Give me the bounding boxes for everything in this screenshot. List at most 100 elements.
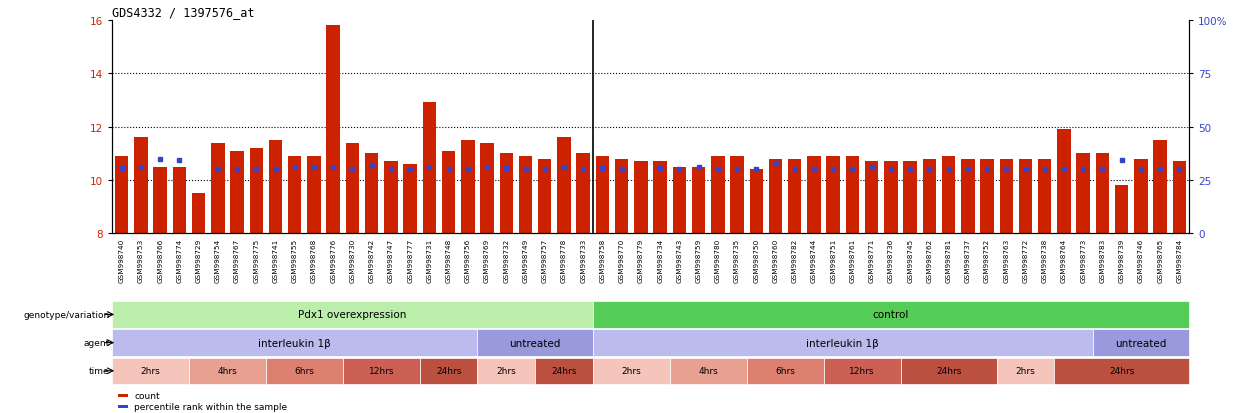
Bar (692, 167, 706, 234)
Bar (477, 330, 593, 356)
Text: GDS4332 / 1397576_at: GDS4332 / 1397576_at (112, 6, 254, 19)
Bar (538, 159, 552, 234)
Bar (1038, 159, 1052, 234)
Bar (189, 358, 266, 384)
Bar (461, 140, 474, 234)
Text: 4hrs: 4hrs (218, 366, 238, 375)
Text: 2hrs: 2hrs (141, 366, 161, 375)
Bar (212, 143, 224, 234)
Bar (615, 159, 629, 234)
Bar (904, 162, 916, 234)
Bar (365, 154, 378, 234)
Bar (118, 394, 128, 397)
Text: Pdx1 overexpression: Pdx1 overexpression (299, 310, 407, 320)
Text: 2hrs: 2hrs (1016, 366, 1036, 375)
Bar (747, 358, 824, 384)
Text: 2hrs: 2hrs (621, 366, 641, 375)
Text: 12hrs: 12hrs (849, 366, 875, 375)
Bar (749, 170, 763, 234)
Bar (824, 358, 900, 384)
Text: 24hrs: 24hrs (936, 366, 961, 375)
Bar (118, 405, 128, 408)
Bar (266, 358, 342, 384)
Bar (269, 140, 283, 234)
Bar (499, 154, 513, 234)
Text: count: count (134, 391, 161, 400)
Bar (1055, 358, 1189, 384)
Bar (519, 157, 533, 234)
Text: untreated: untreated (509, 338, 560, 348)
Bar (385, 162, 397, 234)
Bar (558, 138, 570, 234)
Text: 6hrs: 6hrs (294, 366, 314, 375)
Bar (112, 358, 189, 384)
Bar (403, 164, 417, 234)
Bar (634, 162, 647, 234)
Bar (1093, 330, 1189, 356)
Bar (1173, 162, 1186, 234)
Bar (173, 167, 186, 234)
Text: interleukin 1β: interleukin 1β (259, 338, 331, 348)
Bar (654, 162, 667, 234)
Bar (672, 167, 686, 234)
Text: control: control (873, 310, 909, 320)
Bar (112, 301, 593, 328)
Bar (230, 151, 244, 234)
Bar (535, 358, 593, 384)
Bar (711, 157, 725, 234)
Text: untreated: untreated (1116, 338, 1167, 348)
Bar (308, 157, 321, 234)
Bar (807, 157, 820, 234)
Text: 6hrs: 6hrs (776, 366, 796, 375)
Bar (481, 143, 494, 234)
Text: 24hrs: 24hrs (552, 366, 576, 375)
Bar (900, 358, 997, 384)
Bar (326, 26, 340, 234)
Bar (942, 157, 955, 234)
Bar (442, 151, 456, 234)
Bar (593, 301, 1189, 328)
Bar (192, 194, 205, 234)
Bar (670, 358, 747, 384)
Bar (980, 159, 994, 234)
Bar (346, 143, 359, 234)
Bar (923, 159, 936, 234)
Bar (884, 162, 898, 234)
Bar (249, 149, 263, 234)
Bar (1077, 154, 1089, 234)
Bar (477, 358, 535, 384)
Bar (731, 157, 743, 234)
Bar (288, 157, 301, 234)
Bar (593, 330, 1093, 356)
Bar (593, 358, 670, 384)
Text: percentile rank within the sample: percentile rank within the sample (134, 402, 288, 411)
Bar (422, 103, 436, 234)
Bar (865, 162, 879, 234)
Bar (997, 358, 1055, 384)
Bar (961, 159, 975, 234)
Bar (1134, 159, 1148, 234)
Bar (595, 157, 609, 234)
Bar (1116, 186, 1128, 234)
Bar (1018, 159, 1032, 234)
Bar (420, 358, 477, 384)
Text: time: time (88, 366, 110, 375)
Bar (1096, 154, 1109, 234)
Text: 4hrs: 4hrs (698, 366, 718, 375)
Bar (576, 154, 590, 234)
Bar (112, 330, 477, 356)
Text: agent: agent (83, 338, 110, 347)
Bar (115, 157, 128, 234)
Bar (1000, 159, 1013, 234)
Bar (788, 159, 802, 234)
Bar (1057, 130, 1071, 234)
Bar (342, 358, 420, 384)
Text: interleukin 1β: interleukin 1β (807, 338, 879, 348)
Bar (845, 157, 859, 234)
Text: 24hrs: 24hrs (1109, 366, 1134, 375)
Bar (153, 167, 167, 234)
Text: 2hrs: 2hrs (497, 366, 517, 375)
Text: genotype/variation: genotype/variation (24, 310, 110, 319)
Bar (1153, 140, 1167, 234)
Bar (134, 138, 148, 234)
